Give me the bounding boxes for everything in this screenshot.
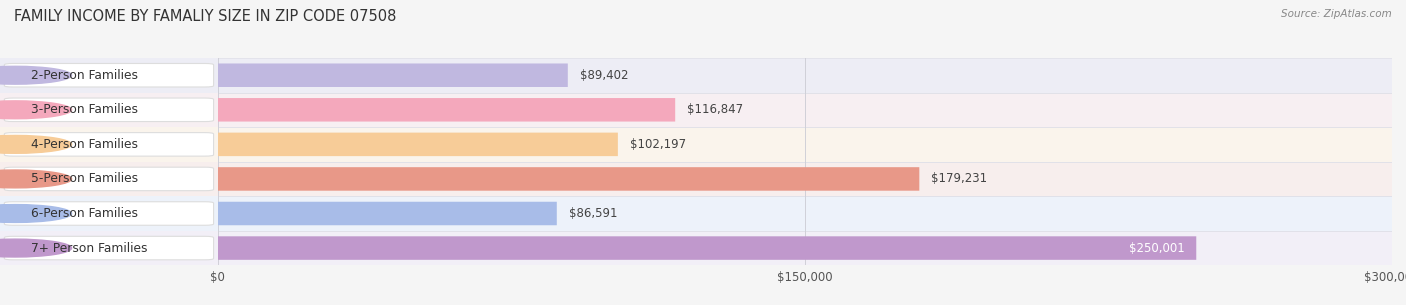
Text: FAMILY INCOME BY FAMALIY SIZE IN ZIP CODE 07508: FAMILY INCOME BY FAMALIY SIZE IN ZIP COD… xyxy=(14,9,396,24)
Bar xyxy=(0,127,218,162)
Text: 7+ Person Families: 7+ Person Families xyxy=(31,242,148,255)
Text: $86,591: $86,591 xyxy=(568,207,617,220)
Bar xyxy=(218,92,1392,127)
Text: 2-Person Families: 2-Person Families xyxy=(31,69,138,82)
FancyBboxPatch shape xyxy=(218,202,557,225)
FancyBboxPatch shape xyxy=(4,202,214,225)
Circle shape xyxy=(0,66,72,84)
FancyBboxPatch shape xyxy=(4,167,214,191)
FancyBboxPatch shape xyxy=(4,98,214,122)
Bar xyxy=(0,58,218,92)
Text: $250,001: $250,001 xyxy=(1129,242,1184,255)
Bar xyxy=(0,231,218,265)
FancyBboxPatch shape xyxy=(4,63,214,87)
FancyBboxPatch shape xyxy=(218,63,568,87)
Text: 3-Person Families: 3-Person Families xyxy=(31,103,138,116)
Text: 6-Person Families: 6-Person Families xyxy=(31,207,138,220)
FancyBboxPatch shape xyxy=(218,133,617,156)
Circle shape xyxy=(0,239,72,257)
Bar xyxy=(0,92,218,127)
Text: 4-Person Families: 4-Person Families xyxy=(31,138,138,151)
Bar xyxy=(218,127,1392,162)
Text: Source: ZipAtlas.com: Source: ZipAtlas.com xyxy=(1281,9,1392,19)
FancyBboxPatch shape xyxy=(218,167,920,191)
FancyBboxPatch shape xyxy=(218,98,675,122)
Text: $89,402: $89,402 xyxy=(579,69,628,82)
Circle shape xyxy=(0,205,72,222)
Text: $102,197: $102,197 xyxy=(630,138,686,151)
Circle shape xyxy=(0,135,72,153)
Bar xyxy=(218,58,1392,92)
FancyBboxPatch shape xyxy=(218,236,1197,260)
Bar xyxy=(218,162,1392,196)
Bar xyxy=(0,162,218,196)
Circle shape xyxy=(0,170,72,188)
Bar xyxy=(218,231,1392,265)
Text: $116,847: $116,847 xyxy=(688,103,742,116)
FancyBboxPatch shape xyxy=(4,236,214,260)
Bar xyxy=(0,196,218,231)
FancyBboxPatch shape xyxy=(4,133,214,156)
Text: $179,231: $179,231 xyxy=(931,172,987,185)
Bar xyxy=(218,196,1392,231)
Text: 5-Person Families: 5-Person Families xyxy=(31,172,138,185)
Circle shape xyxy=(0,101,72,119)
